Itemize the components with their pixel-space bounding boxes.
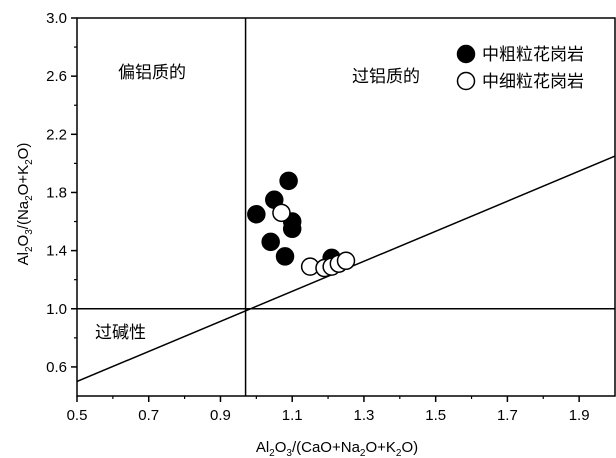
data-point-coarse [275, 247, 295, 266]
y-tick-label: 2.2 [46, 126, 67, 143]
data-point-coarse [247, 205, 266, 224]
x-tick-label: 0.7 [138, 407, 159, 424]
y-tick-label: 1.4 [46, 243, 67, 260]
region-label-peralkaline: 过碱性 [95, 323, 146, 343]
legend-label-fine: 中细粒花岗岩 [482, 72, 584, 92]
x-tick-label: 1.5 [425, 407, 446, 424]
x-axis-title: Al2O3/(CaO+Na2O+K2O) [256, 439, 418, 458]
x-tick-label: 1.7 [497, 407, 518, 424]
y-axis-title: Al2O3/(Na2O+K2O) [15, 143, 35, 266]
region-label-peraluminous: 过铝质的 [352, 67, 420, 87]
x-tick-label: 0.5 [67, 407, 88, 424]
y-tick-label: 3.0 [46, 10, 67, 27]
plot-frame [76, 17, 616, 397]
data-point-fine [336, 251, 356, 271]
x-tick-label: 1.9 [569, 407, 590, 424]
x-tick-label: 1.3 [354, 407, 375, 424]
y-tick-label: 2.6 [46, 68, 67, 85]
y-tick-label: 1.8 [46, 184, 67, 201]
y-tick-label: 1.0 [46, 301, 67, 318]
y-tick-label: 0.6 [46, 359, 67, 376]
data-point-fine [272, 203, 291, 223]
x-tick-label: 1.1 [282, 407, 303, 424]
legend-label-coarse: 中粗粒花岗岩 [482, 45, 584, 65]
data-point-coarse [279, 171, 298, 191]
legend-marker-coarse [456, 44, 476, 64]
x-tick-label: 0.9 [210, 407, 231, 424]
data-point-coarse [282, 219, 302, 239]
region-label-metaluminous: 偏铝质的 [118, 63, 186, 83]
data-point-coarse [261, 232, 280, 252]
legend-marker-fine [456, 71, 476, 91]
legend: 中粗粒花岗岩 中细粒花岗岩 [456, 44, 584, 92]
